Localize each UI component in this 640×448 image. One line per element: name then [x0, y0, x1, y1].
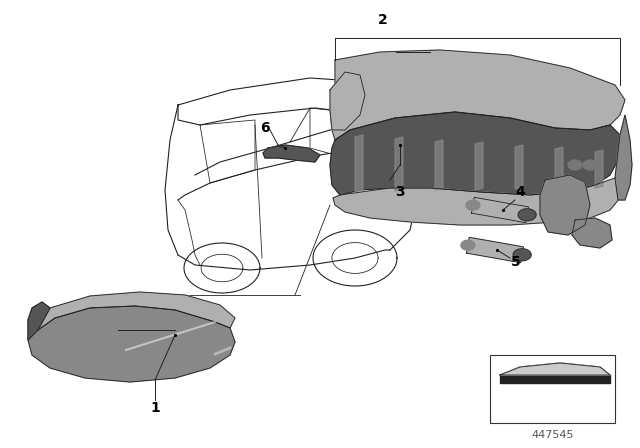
Polygon shape [568, 160, 582, 170]
Text: 447545: 447545 [531, 430, 573, 440]
Polygon shape [583, 160, 597, 170]
Polygon shape [500, 375, 610, 383]
Text: 6: 6 [260, 121, 270, 135]
Polygon shape [555, 147, 563, 188]
Polygon shape [32, 292, 235, 330]
Polygon shape [595, 150, 603, 188]
Polygon shape [330, 50, 625, 140]
Polygon shape [540, 175, 590, 235]
Polygon shape [263, 145, 320, 162]
Polygon shape [28, 306, 235, 382]
Polygon shape [330, 112, 620, 195]
Polygon shape [513, 249, 531, 261]
Polygon shape [475, 142, 483, 190]
Text: 4: 4 [515, 185, 525, 199]
Polygon shape [28, 302, 50, 340]
Polygon shape [500, 363, 610, 375]
Polygon shape [615, 115, 632, 200]
Polygon shape [395, 137, 403, 191]
Polygon shape [572, 218, 612, 248]
Text: 5: 5 [511, 255, 521, 269]
Bar [490, 355, 615, 423]
Polygon shape [461, 240, 475, 250]
Polygon shape [518, 209, 536, 221]
Polygon shape [467, 237, 524, 263]
Polygon shape [333, 178, 622, 225]
Polygon shape [472, 198, 529, 223]
Polygon shape [355, 135, 363, 192]
Polygon shape [515, 145, 523, 189]
Text: 3: 3 [395, 185, 405, 199]
Polygon shape [435, 140, 443, 190]
Text: 1: 1 [150, 401, 160, 415]
Text: 2: 2 [378, 13, 388, 27]
Polygon shape [466, 200, 480, 210]
Polygon shape [330, 72, 365, 130]
